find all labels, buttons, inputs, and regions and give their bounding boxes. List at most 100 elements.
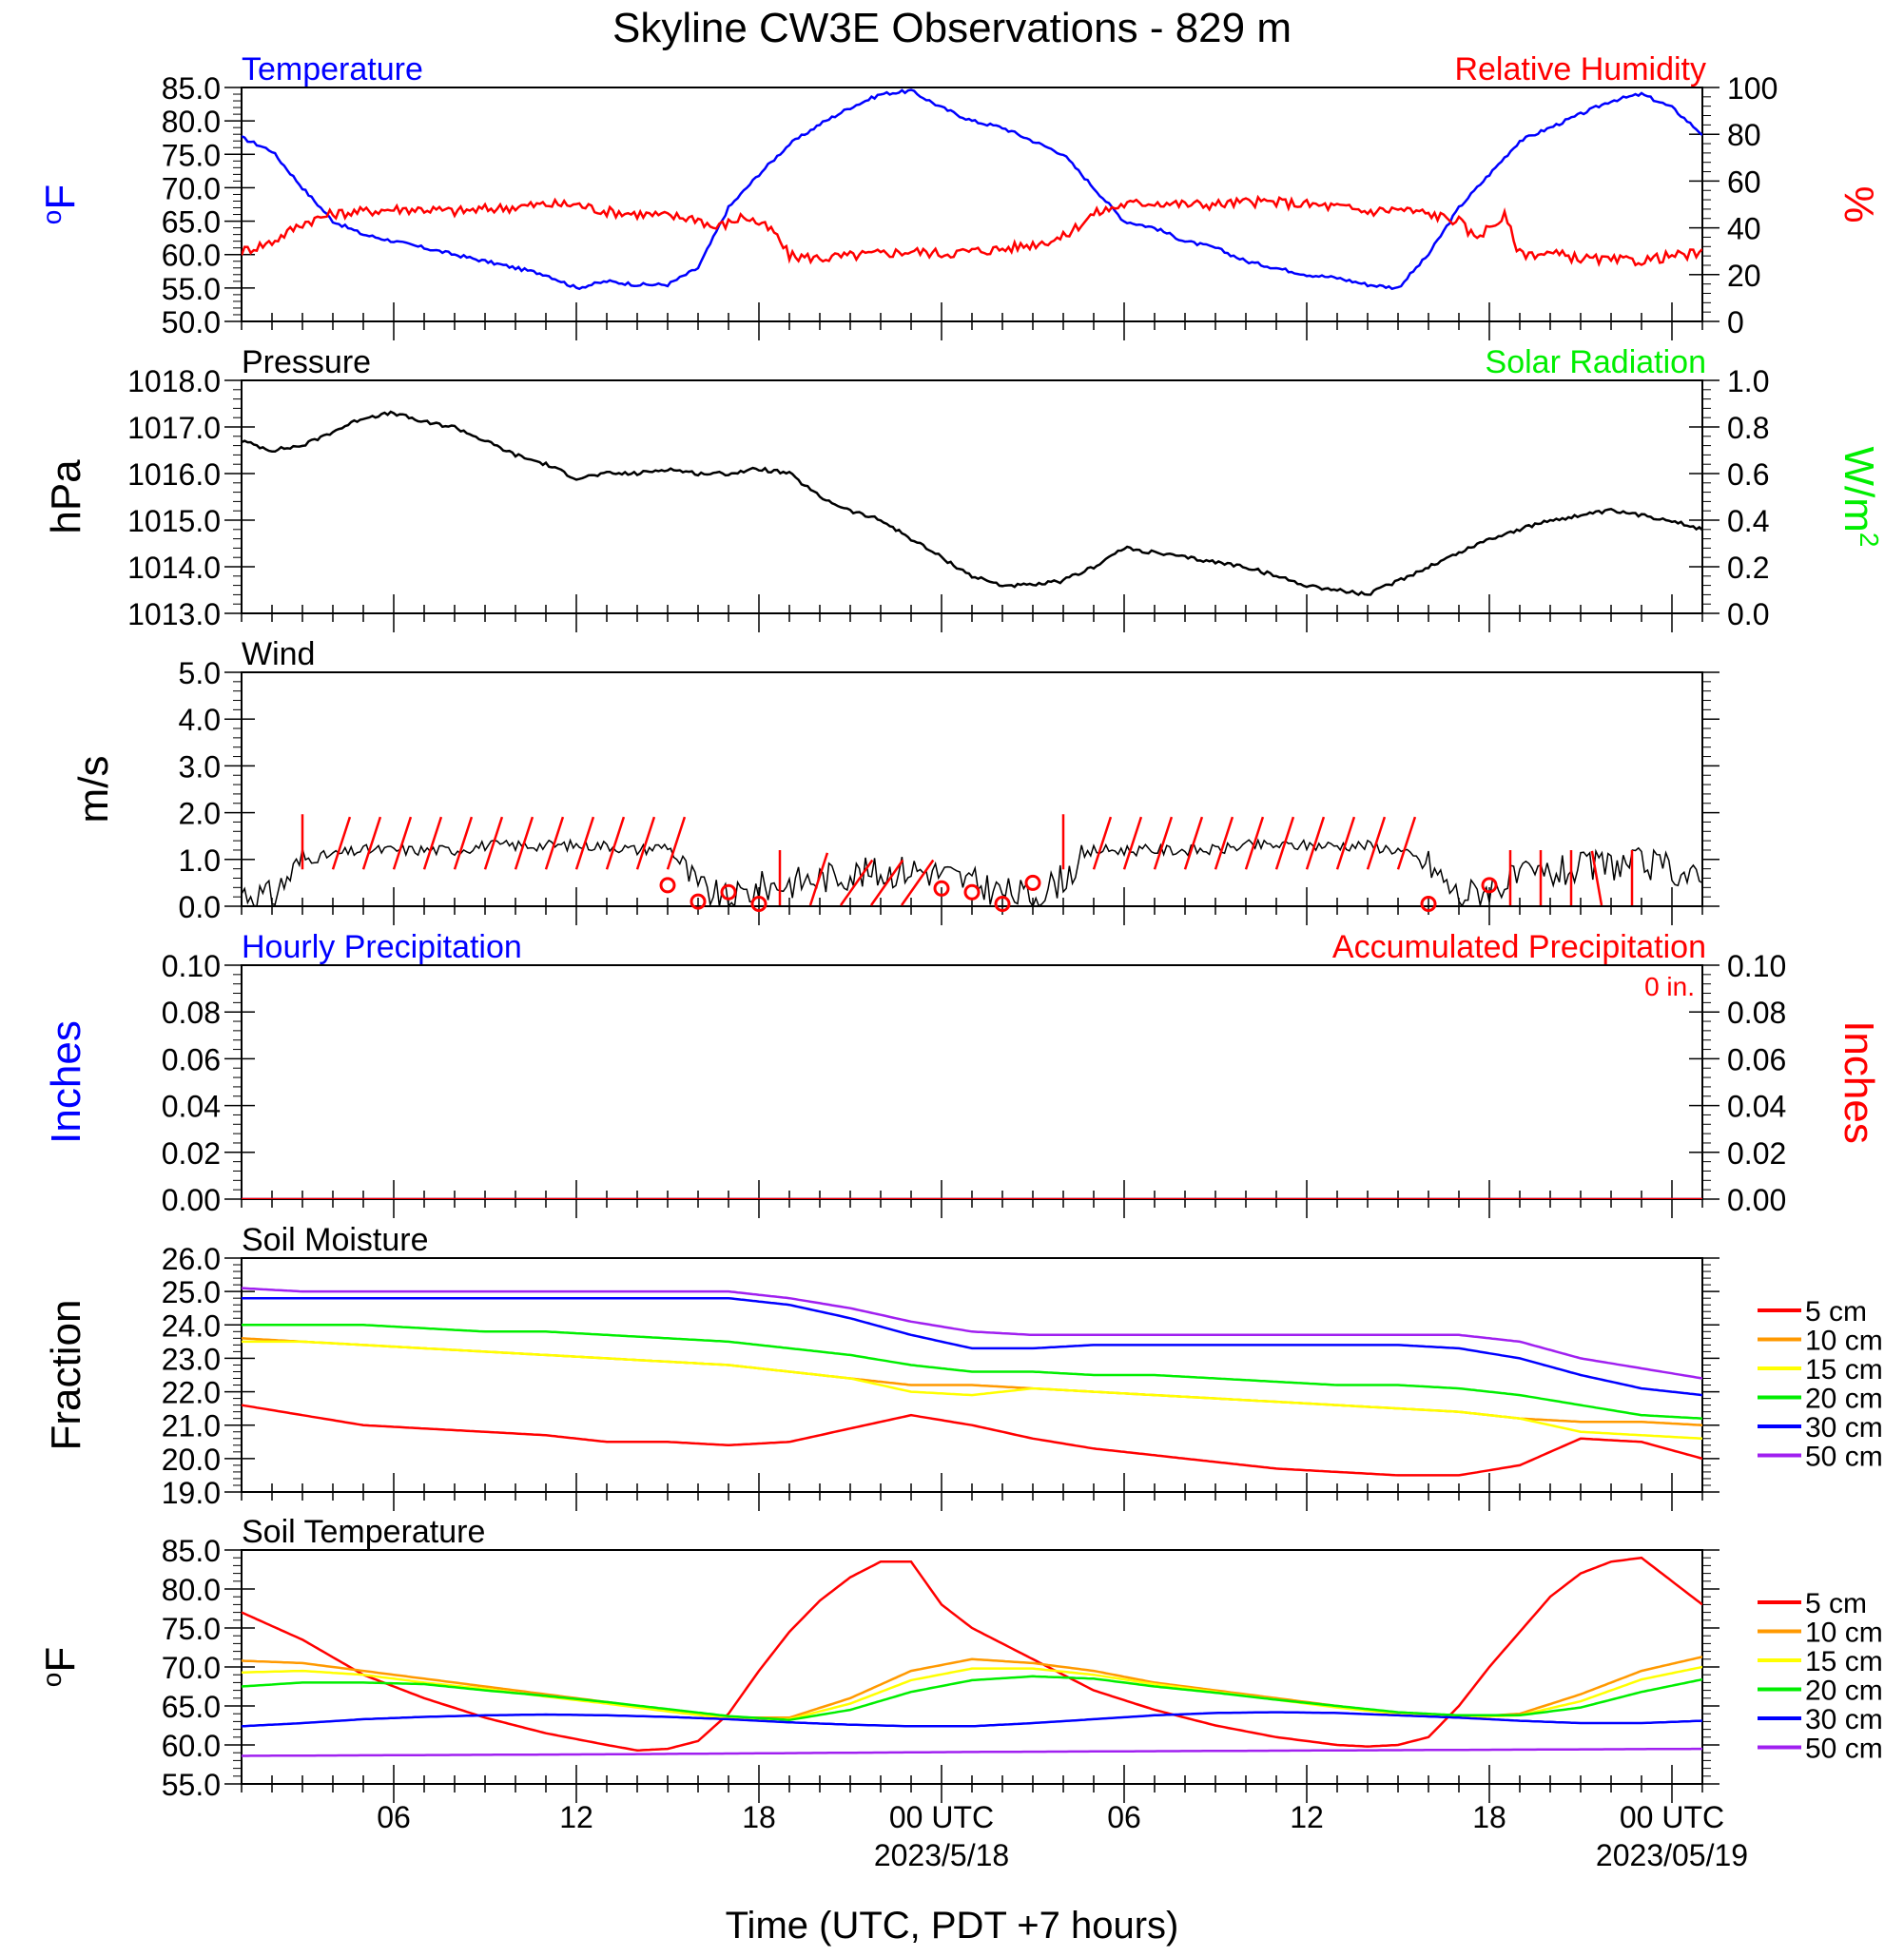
series-line-wind [242, 838, 1702, 906]
y-tick-label-left: 65.0 [162, 205, 221, 240]
y-tick-label-left: 85.0 [162, 1534, 221, 1568]
y-tick-label-left: 50.0 [162, 305, 221, 339]
calm-wind-marker [1481, 877, 1498, 894]
wind-barb [331, 816, 352, 870]
x-tick-label: 06 [1107, 1800, 1141, 1834]
panel-title-left: Soil Moisture [242, 1222, 429, 1258]
y-tick-label-right: 0.10 [1727, 949, 1786, 983]
y-tick-label-left: 55.0 [162, 1768, 221, 1802]
wind-barb [1214, 816, 1234, 870]
x-tick-label: 18 [742, 1800, 776, 1834]
precip-total: 0 in. [1644, 972, 1695, 1001]
wind-barb [1183, 816, 1204, 870]
y-axis-label-left: Fraction [43, 1300, 89, 1451]
wind-barb [483, 816, 504, 870]
y-tick-label-left: 5.0 [179, 656, 221, 690]
panel-wind: 0.0 1.0 2.0 3.0 4.0 5.0 Wind m/s [70, 636, 1719, 925]
y-tick-label-left: 19.0 [162, 1476, 221, 1510]
panel-precip: 0.00 0.02 0.04 0.06 0.08 0.10 0.00 0.02 0.04 0.06… [43, 929, 1882, 1218]
wind-barb [1153, 816, 1174, 870]
wind-barb [869, 859, 904, 906]
calm-wind-marker [750, 896, 767, 913]
y-tick-label-left: 0.02 [162, 1136, 221, 1171]
y-axis-label-right: % [1836, 185, 1882, 223]
y-axis-label-right: Inches [1836, 1020, 1882, 1144]
legend-label: 30 cm [1805, 1412, 1883, 1444]
wind-barb [900, 859, 935, 906]
y-tick-label-left: 0.08 [162, 996, 221, 1030]
legend-label: 5 cm [1805, 1296, 1867, 1327]
calm-wind-marker [1420, 896, 1437, 913]
legend-label: 20 cm [1805, 1384, 1883, 1415]
y-tick-label-right: 0.4 [1727, 504, 1769, 538]
panel-title-left: Soil Temperature [242, 1514, 485, 1550]
wind-barb [453, 816, 474, 870]
panels: 50.055.060.065.070.075.080.085.002040608… [37, 51, 1884, 1803]
y-tick-label-left: 21.0 [162, 1409, 221, 1444]
legend-label: 15 cm [1805, 1354, 1883, 1385]
calm-wind-marker [690, 893, 707, 910]
y-tick-label-left: 3.0 [179, 749, 221, 784]
series-line-30-cm [242, 1711, 1702, 1728]
panel-title-right: Relative Humidity [1454, 51, 1706, 87]
legend-label: 30 cm [1805, 1704, 1883, 1735]
y-tick-label-right: 40 [1727, 212, 1761, 246]
y-tick-label-right: 0.08 [1727, 996, 1786, 1030]
y-tick-label-left: 20.0 [162, 1443, 221, 1477]
panel-title-left: Temperature [242, 51, 423, 87]
series-line-relative-humidity [242, 194, 1702, 267]
wind-barb [1335, 816, 1356, 870]
y-tick-label-left: 1017.0 [127, 411, 221, 445]
panel-soil_temp: 55.0 60.0 65.0 70.0 75.0 80.0 85.0 Soil Tempera… [37, 1514, 1883, 1803]
y-tick-label-left: 60.0 [162, 239, 221, 273]
y-tick-label-right: 0.06 [1727, 1042, 1786, 1076]
y-tick-label-right: 0.6 [1727, 457, 1769, 492]
wind-barb [635, 816, 656, 870]
x-tick-label: 18 [1472, 1800, 1506, 1834]
y-tick-label-left: 0.0 [179, 890, 221, 924]
y-axis-label-right: W/m2 [1836, 447, 1884, 548]
y-tick-label-right: 0.00 [1727, 1183, 1786, 1217]
y-axis-label-left: m/s [70, 756, 117, 823]
x-tick-label: 06 [377, 1800, 411, 1834]
series-line-20-cm [242, 1324, 1702, 1420]
series-line-5-cm [242, 1556, 1702, 1752]
series-line-30-cm [242, 1296, 1702, 1397]
wind-barb [666, 816, 687, 870]
series-line-50-cm [242, 1747, 1702, 1757]
y-tick-label-left: 2.0 [179, 797, 221, 831]
x-tick-label: 12 [559, 1800, 593, 1834]
series-line-15-cm [242, 1340, 1702, 1441]
series-line-5-cm [242, 1404, 1702, 1477]
wind-barb [1122, 816, 1143, 870]
wind-barb [808, 852, 829, 906]
y-tick-label-left: 1016.0 [127, 457, 221, 492]
legend-label: 5 cm [1805, 1588, 1867, 1619]
y-axis-label-left: hPa [43, 459, 89, 534]
y-tick-label-right: 80 [1727, 118, 1761, 152]
series-line-50-cm [242, 1287, 1702, 1380]
y-tick-label-left: 70.0 [162, 1651, 221, 1685]
y-tick-label-right: 0.04 [1727, 1090, 1786, 1124]
calm-wind-marker [1024, 874, 1041, 891]
wind-barb [1366, 816, 1387, 870]
y-tick-label-right: 0.0 [1727, 597, 1769, 631]
y-tick-label-left: 70.0 [162, 171, 221, 205]
y-axis-label-left: oF [37, 184, 84, 224]
wind-barb [1274, 816, 1295, 870]
y-tick-label-left: 1014.0 [127, 551, 221, 585]
wind-barb [392, 816, 413, 870]
calm-wind-marker [933, 880, 950, 897]
legend-label: 10 cm [1805, 1618, 1883, 1649]
y-tick-label-right: 100 [1727, 71, 1778, 106]
wind-barb [1305, 816, 1326, 870]
panel-pressure: 1013.0 1014.0 1015.0 1016.0 1017.0 1018.0 0.0 0… [43, 344, 1884, 632]
y-tick-label-left: 0.10 [162, 949, 221, 983]
y-tick-label-left: 23.0 [162, 1342, 221, 1376]
plot-frame [241, 671, 1703, 907]
y-tick-label-left: 55.0 [162, 272, 221, 306]
y-axis-label-left: oF [37, 1647, 84, 1687]
panel-title-left: Hourly Precipitation [242, 929, 522, 965]
y-tick-label-left: 24.0 [162, 1308, 221, 1343]
y-tick-label-left: 0.06 [162, 1042, 221, 1076]
